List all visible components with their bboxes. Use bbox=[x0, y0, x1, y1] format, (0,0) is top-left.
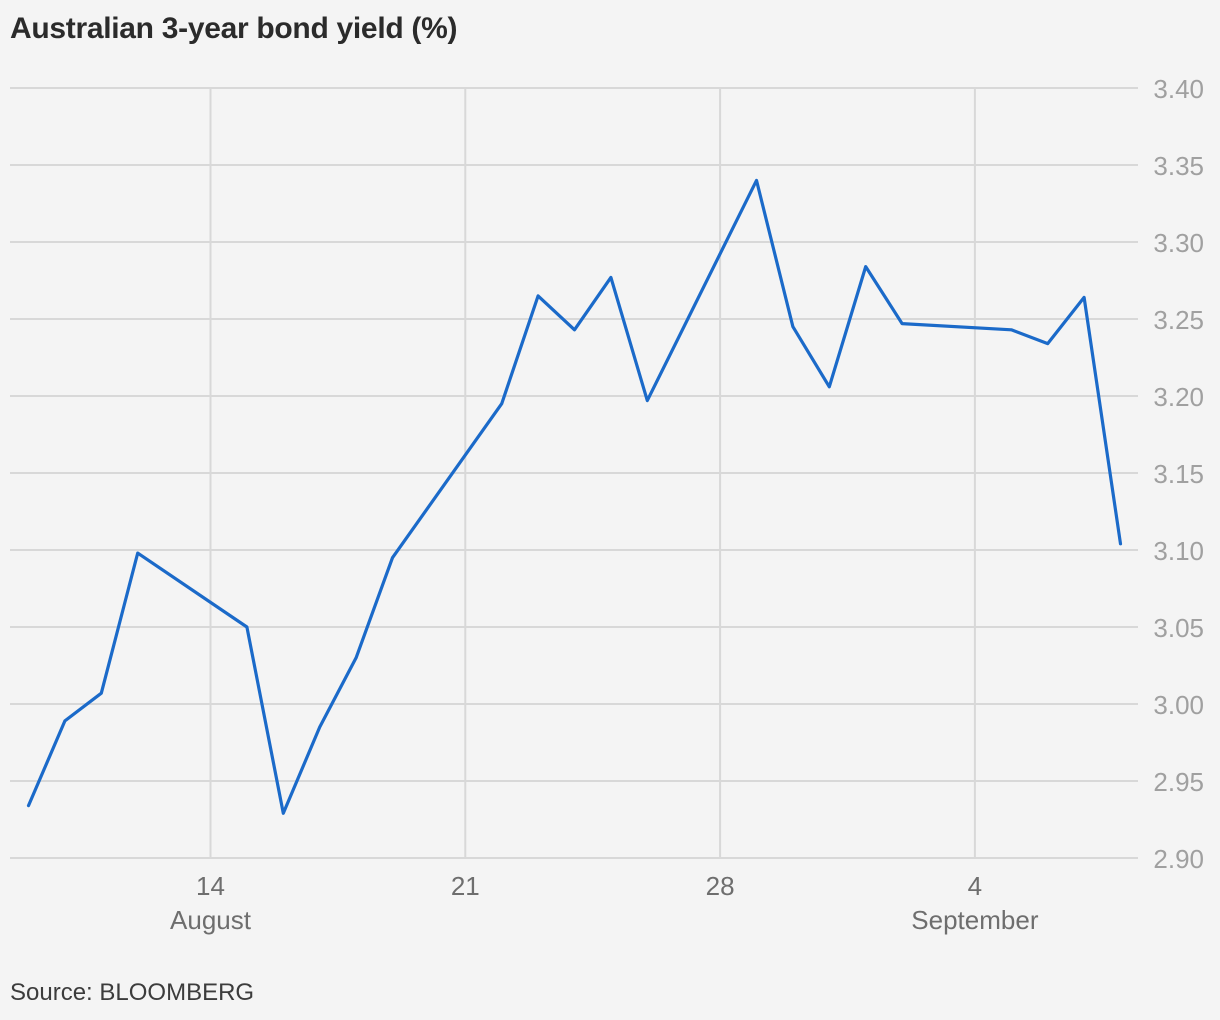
y-tick-label: 3.35 bbox=[1153, 151, 1204, 181]
y-tick-labels: 3.40 3.35 3.30 3.25 3.20 3.15 3.10 3.05 3.00 2.95… bbox=[1153, 74, 1204, 874]
x-month-label: September bbox=[911, 905, 1039, 935]
x-tick-labels: 14 August 21 28 4 September bbox=[170, 871, 1039, 935]
y-tick-label: 3.20 bbox=[1153, 382, 1204, 412]
y-tick-label: 3.00 bbox=[1153, 690, 1204, 720]
x-gridlines bbox=[209, 88, 976, 858]
x-month-label: August bbox=[170, 905, 252, 935]
chart-title: Australian 3-year bond yield (%) bbox=[10, 12, 458, 45]
y-tick-label: 3.30 bbox=[1153, 228, 1204, 258]
y-tick-label: 2.90 bbox=[1153, 844, 1204, 874]
y-tick-label: 3.10 bbox=[1153, 536, 1204, 566]
x-tick-label: 28 bbox=[706, 871, 735, 901]
x-tick-label: 21 bbox=[451, 871, 480, 901]
y-tick-label: 3.15 bbox=[1153, 459, 1204, 489]
y-tick-label: 2.95 bbox=[1153, 767, 1204, 797]
y-tick-label: 3.40 bbox=[1153, 74, 1204, 104]
source-note: Source: BLOOMBERG bbox=[10, 979, 255, 1006]
x-tick-label: 14 bbox=[196, 871, 225, 901]
y-tick-label: 3.05 bbox=[1153, 613, 1204, 643]
x-tick-label: 4 bbox=[968, 871, 982, 901]
series-line bbox=[26, 178, 1123, 815]
y-tick-label: 3.25 bbox=[1153, 305, 1204, 335]
series-group bbox=[26, 178, 1123, 815]
y-gridlines bbox=[10, 87, 1138, 859]
